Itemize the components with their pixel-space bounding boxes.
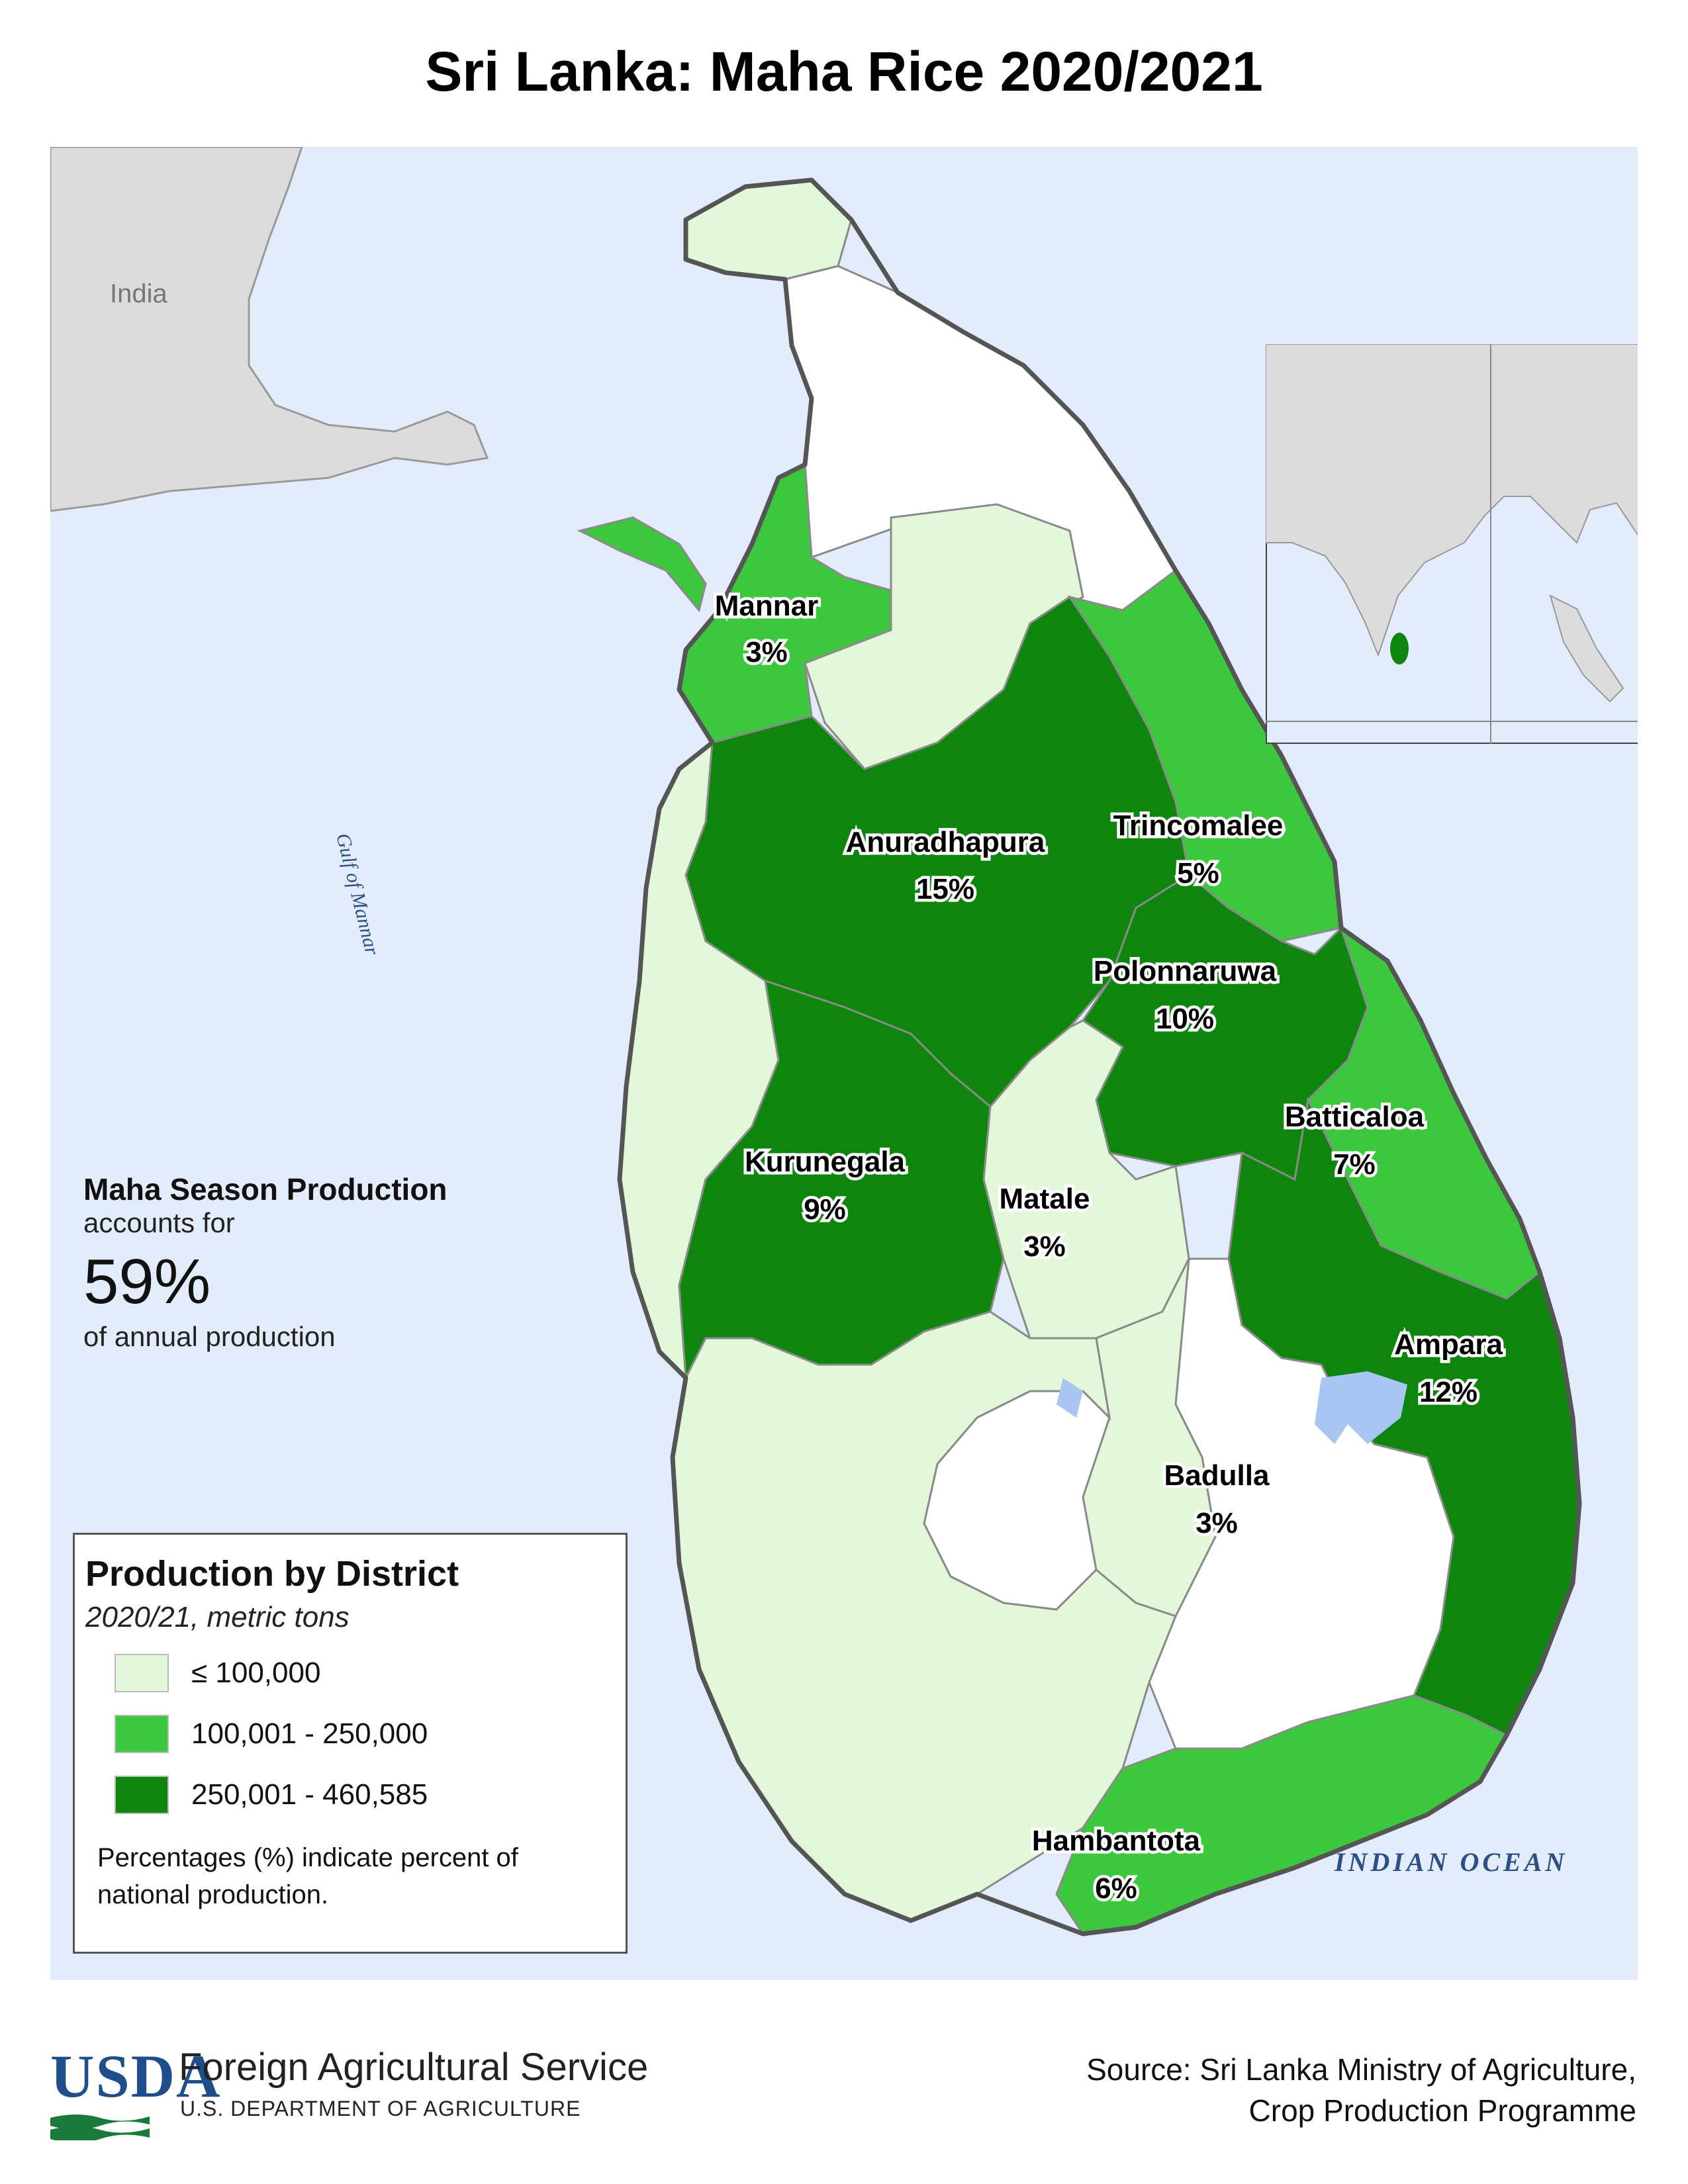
label-anuradhapura-name: Anuradhapura: [846, 826, 1045, 858]
legend-label-low: ≤ 100,000: [191, 1657, 321, 1689]
label-badulla-pct: 3%: [1196, 1507, 1238, 1539]
legend-item-low: ≤ 100,000: [115, 1651, 626, 1695]
source-line-1: Source: Sri Lanka Ministry of Agricultur…: [1086, 2052, 1636, 2087]
agency-name: Foreign Agricultural Service: [179, 2046, 649, 2089]
label-batticaloa-pct: 7%: [1333, 1148, 1376, 1181]
district-matale: [982, 1019, 1190, 1340]
legend-label-mid: 100,001 - 250,000: [191, 1717, 428, 1750]
legend-item-high: 250,001 - 460,585: [115, 1773, 626, 1817]
label-trincomalee-pct: 5%: [1177, 857, 1219, 889]
inset-locator-map: [1266, 344, 1638, 744]
label-ampara-name: Ampara: [1394, 1328, 1503, 1361]
label-anuradhapura-pct: 15%: [916, 873, 974, 905]
map-title: Sri Lanka: Maha Rice 2020/2021: [425, 40, 1263, 103]
label-india: India: [110, 279, 167, 308]
legend-label-high: 250,001 - 460,585: [191, 1778, 428, 1811]
label-hambantota-pct: 6%: [1095, 1872, 1137, 1905]
coastline: [617, 177, 1582, 1936]
legend-swatch-high: [115, 1776, 169, 1814]
usda-wordmark: USDA: [50, 2042, 222, 2110]
districts-layer: [577, 179, 1581, 1935]
legend-swatch-mid: [115, 1715, 169, 1753]
label-gulf-of-mannar: Gulf of Mannar: [332, 831, 383, 958]
stat-pre-text: accounts for: [83, 1207, 235, 1238]
india-landmass: [50, 147, 489, 512]
usda-logo-waves: [50, 2115, 150, 2143]
mannar-island: [577, 516, 707, 613]
label-kurunegala-name: Kurunegala: [745, 1146, 906, 1178]
label-matale-pct: 3%: [1023, 1230, 1066, 1263]
inset-asia-landmass: [1266, 344, 1638, 657]
label-hambantota-name: Hambantota: [1032, 1825, 1201, 1857]
legend-subtitle: 2020/21, metric tons: [85, 1601, 350, 1633]
agency-department: U.S. DEPARTMENT OF AGRICULTURE: [180, 2097, 581, 2120]
legend: Production by District 2020/21, metric t…: [73, 1533, 628, 1954]
district-labels: Mannar 3% Anuradhapura 15% Trincomalee 5…: [712, 587, 1506, 1908]
label-badulla-name: Badulla: [1164, 1459, 1270, 1492]
source-line-2: Crop Production Programme: [1248, 2093, 1636, 2128]
legend-title: Production by District: [85, 1554, 459, 1594]
label-polonnaruwa-pct: 10%: [1156, 1003, 1214, 1035]
sri-lanka-map: India Gulf of Mannar INDIAN OCEAN Mannar…: [50, 147, 1582, 1936]
label-indian-ocean: INDIAN OCEAN: [1334, 1847, 1568, 1877]
legend-note: Percentages (%) indicate percent of nati…: [97, 1843, 518, 1909]
label-mannar-name: Mannar: [715, 590, 818, 622]
stat-value: 59%: [83, 1246, 211, 1317]
label-trincomalee-name: Trincomalee: [1113, 809, 1284, 842]
stat-post-text: of annual production: [83, 1321, 336, 1353]
label-mannar-pct: 3%: [745, 636, 788, 668]
map-frame: India Gulf of Mannar INDIAN OCEAN Mannar…: [50, 147, 1638, 1980]
inset-sri-lanka-highlight: [1390, 633, 1409, 664]
stat-heading: Maha Season Production: [83, 1172, 447, 1206]
label-batticaloa-name: Batticaloa: [1285, 1101, 1425, 1133]
label-matale-name: Matale: [1000, 1183, 1090, 1215]
reservoir-central: [1056, 1378, 1083, 1418]
label-kurunegala-pct: 9%: [804, 1193, 846, 1226]
label-ampara-pct: 12%: [1419, 1376, 1477, 1408]
label-polonnaruwa-name: Polonnaruwa: [1094, 955, 1277, 987]
reservoir-east: [1315, 1371, 1407, 1444]
legend-swatch-low: [115, 1654, 169, 1692]
source-credit: Source: Sri Lanka Ministry of Agricultur…: [1086, 2049, 1636, 2131]
inset-southeast-asia: [1549, 594, 1624, 703]
season-share-stat: Maha Season Production accounts for 59% …: [83, 1171, 586, 1353]
legend-item-mid: 100,001 - 250,000: [115, 1712, 626, 1756]
usda-logo: USDA: [50, 2041, 221, 2144]
